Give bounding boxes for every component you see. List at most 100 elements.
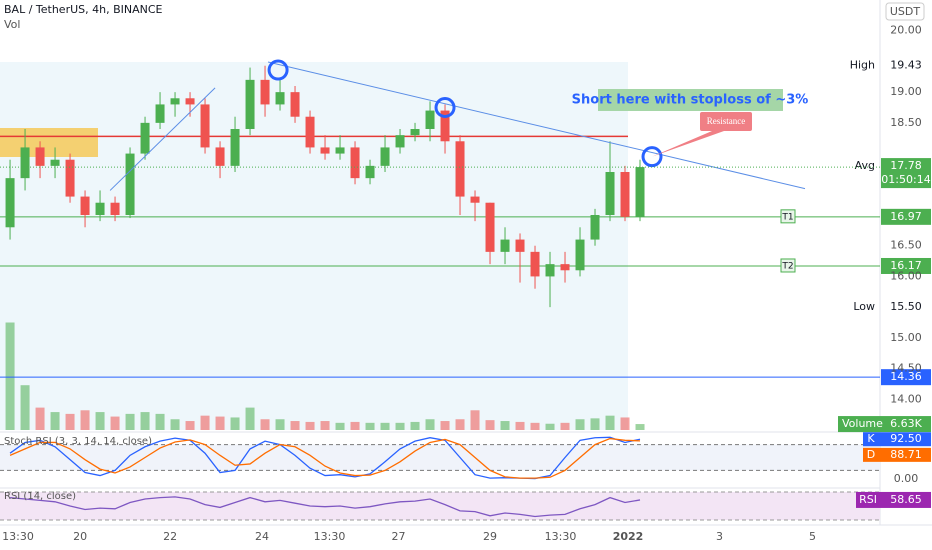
x-tick-label: 24 — [255, 530, 269, 543]
stoch-tick: 0.00 — [894, 472, 919, 485]
candle-body — [395, 135, 405, 148]
x-tick-label: 13:30 — [2, 530, 34, 543]
callout-text: Short here with stoploss of ~3% — [572, 93, 809, 108]
candle-body — [320, 147, 330, 154]
volume-bar — [155, 413, 165, 430]
candle-body — [65, 159, 75, 197]
stoch-band — [0, 444, 880, 471]
stoch-k-box — [863, 432, 931, 447]
stoch-k-name: K — [867, 432, 875, 445]
level-price: 14.36 — [890, 370, 922, 383]
x-tick-label: 20 — [73, 530, 87, 543]
candle-body — [50, 159, 60, 166]
volume-bar — [95, 412, 105, 430]
volume-bar — [110, 416, 120, 430]
candle-body — [155, 104, 165, 123]
level-price: 16.97 — [890, 210, 922, 223]
stoch-d-line — [9, 437, 641, 479]
volume-bar — [620, 417, 630, 430]
target-tag: T1 — [781, 212, 793, 222]
price-label-name: Avg — [855, 159, 875, 172]
target-tag: T2 — [781, 261, 793, 271]
volume-bar — [35, 407, 45, 430]
x-tick-label: 22 — [163, 530, 177, 543]
candle-body — [5, 178, 15, 228]
candle-body — [350, 147, 360, 179]
currency[interactable]: USDT — [890, 5, 921, 18]
volume-bar — [545, 423, 555, 430]
y-tick-label: 20.00 — [890, 24, 922, 37]
callout-pointer — [652, 131, 724, 157]
target-tag-box — [780, 258, 796, 273]
x-tick-label: 3 — [716, 530, 723, 543]
symbol-title: BAL / TetherUS, 4h, BINANCE — [4, 3, 163, 16]
rsi-box — [856, 491, 931, 508]
stoch-d-name: D — [867, 448, 875, 461]
candle-body — [635, 167, 645, 217]
candle-body — [260, 79, 270, 105]
price-label-name: Low — [853, 300, 875, 313]
y-tick-label: 19.00 — [890, 85, 922, 98]
x-tick-label: 13:30 — [314, 530, 346, 543]
volume-bar — [515, 421, 525, 430]
rsi-line — [9, 496, 641, 518]
candle-body — [470, 196, 480, 203]
countdown: 01:50:14 — [881, 173, 930, 186]
candle-body — [620, 172, 630, 217]
candle-body — [485, 202, 495, 252]
volume-bar — [425, 419, 435, 430]
candle-body — [230, 129, 240, 166]
volume-bar — [20, 385, 30, 430]
touch-circle — [434, 97, 456, 118]
price-label-value: 15.50 — [890, 300, 922, 313]
volume-bar — [470, 410, 480, 430]
volume-bar — [350, 421, 360, 430]
candle-body — [560, 264, 570, 271]
candle-body — [110, 202, 120, 215]
volume-bar — [605, 415, 615, 430]
volume-bar — [530, 422, 540, 430]
x-tick-label: 27 — [392, 530, 406, 543]
callout-box — [598, 89, 783, 111]
candle-body — [20, 147, 30, 179]
x-tick-label: 5 — [809, 530, 816, 543]
volume-bar — [380, 422, 390, 430]
candle-body — [215, 147, 225, 166]
y-tick-label: 14.00 — [890, 392, 922, 405]
volume-bar — [50, 412, 60, 430]
volume-bar — [455, 419, 465, 430]
candle-body — [530, 251, 540, 277]
price-label-name: High — [850, 59, 875, 72]
volume-value: 6.63K — [890, 417, 922, 430]
currency-button[interactable] — [885, 2, 925, 21]
last-price-box — [881, 158, 931, 189]
candle-body — [545, 264, 555, 277]
volume-bar — [140, 412, 150, 430]
volume-bar — [170, 419, 180, 430]
supply-zone — [0, 128, 98, 157]
volume-bar — [80, 410, 90, 430]
volume-bar — [440, 421, 450, 430]
volume-bar — [245, 407, 255, 430]
y-tick-label: 14.50 — [890, 362, 922, 375]
candle-body — [410, 129, 420, 136]
last-price: 17.78 — [890, 159, 922, 172]
volume-bar — [275, 419, 285, 430]
volume-bar — [200, 415, 210, 430]
volume-bar — [590, 418, 600, 430]
volume-bar — [635, 424, 645, 430]
price-label-value: 19.43 — [890, 59, 922, 72]
touch-circle — [267, 59, 289, 81]
candle-body — [365, 165, 375, 179]
volume-bar — [365, 422, 375, 430]
y-tick-label: 18.50 — [890, 116, 922, 129]
candle-body — [575, 239, 585, 271]
candle-body — [425, 110, 435, 129]
resistance-box — [700, 112, 752, 131]
touch-circle — [641, 146, 663, 168]
candle-body — [35, 147, 45, 166]
volume-bar — [305, 421, 315, 430]
candle-body — [380, 147, 390, 166]
volume-bar — [410, 421, 420, 430]
